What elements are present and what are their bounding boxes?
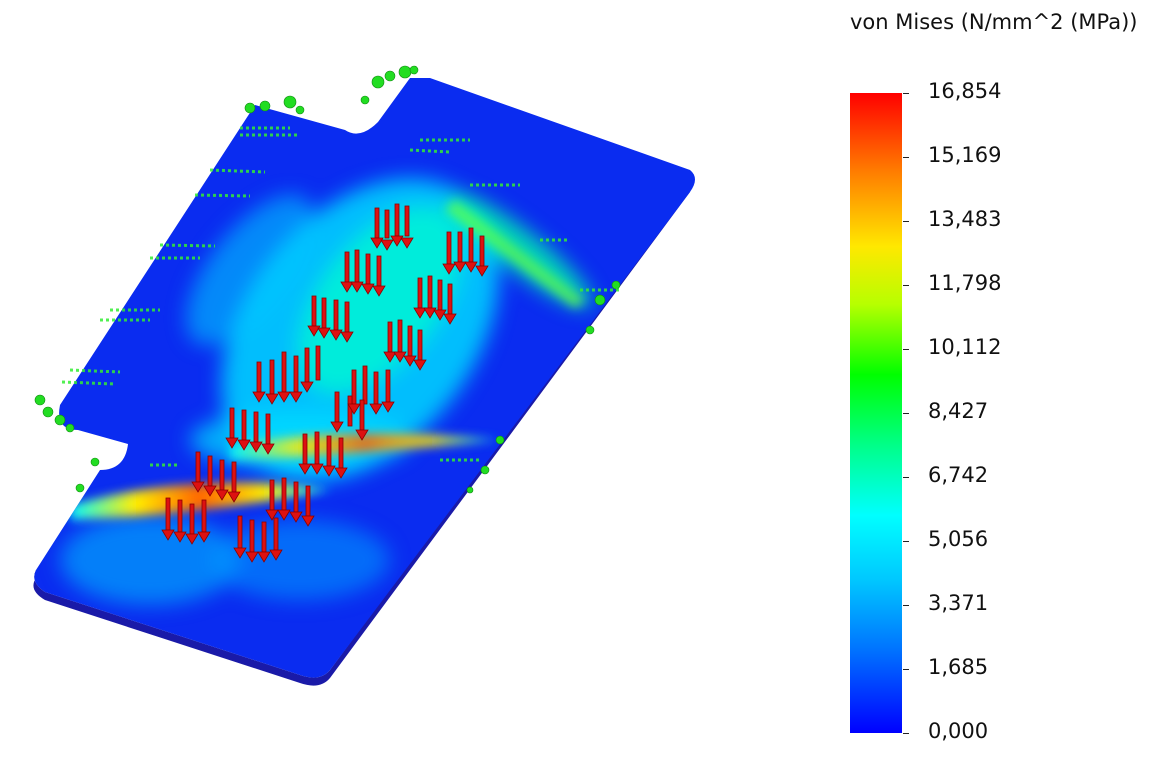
colorbar-tick — [903, 669, 909, 670]
fixture-markers — [34, 65, 621, 494]
colorbar-tick — [903, 285, 909, 286]
colorbar-tick-label: 3,371 — [928, 591, 989, 615]
colorbar-tick-label: 11,798 — [928, 271, 1002, 295]
load-arrows — [161, 203, 489, 563]
colorbar-tick-label: 6,742 — [928, 463, 989, 487]
fixture-hatch — [61, 126, 620, 467]
legend-title: von Mises (N/mm^2 (MPa)) — [850, 10, 1138, 34]
colorbar-tick — [903, 413, 909, 414]
plate — [34, 78, 696, 678]
colorbar-tick — [903, 93, 909, 94]
colorbar-tick — [903, 157, 909, 158]
colorbar-tick-label: 13,483 — [928, 207, 1002, 231]
stress-plot — [33, 65, 696, 686]
colorbar-tick-label: 16,854 — [928, 79, 1002, 103]
stress-colorbar — [850, 93, 902, 733]
colorbar-tick-label: 1,685 — [928, 655, 989, 679]
colorbar-tick — [903, 349, 909, 350]
colorbar-tick — [903, 733, 909, 734]
colorbar-tick-label: 15,169 — [928, 143, 1002, 167]
colorbar-tick-label: 0,000 — [928, 719, 989, 743]
colorbar-tick-label: 10,112 — [928, 335, 1002, 359]
colorbar-tick — [903, 605, 909, 606]
colorbar-tick-label: 5,056 — [928, 527, 989, 551]
colorbar-tick-label: 8,427 — [928, 399, 989, 423]
colorbar-tick — [903, 541, 909, 542]
colorbar-tick — [903, 221, 909, 222]
colorbar-tick — [903, 477, 909, 478]
model-viewport[interactable] — [0, 0, 830, 756]
